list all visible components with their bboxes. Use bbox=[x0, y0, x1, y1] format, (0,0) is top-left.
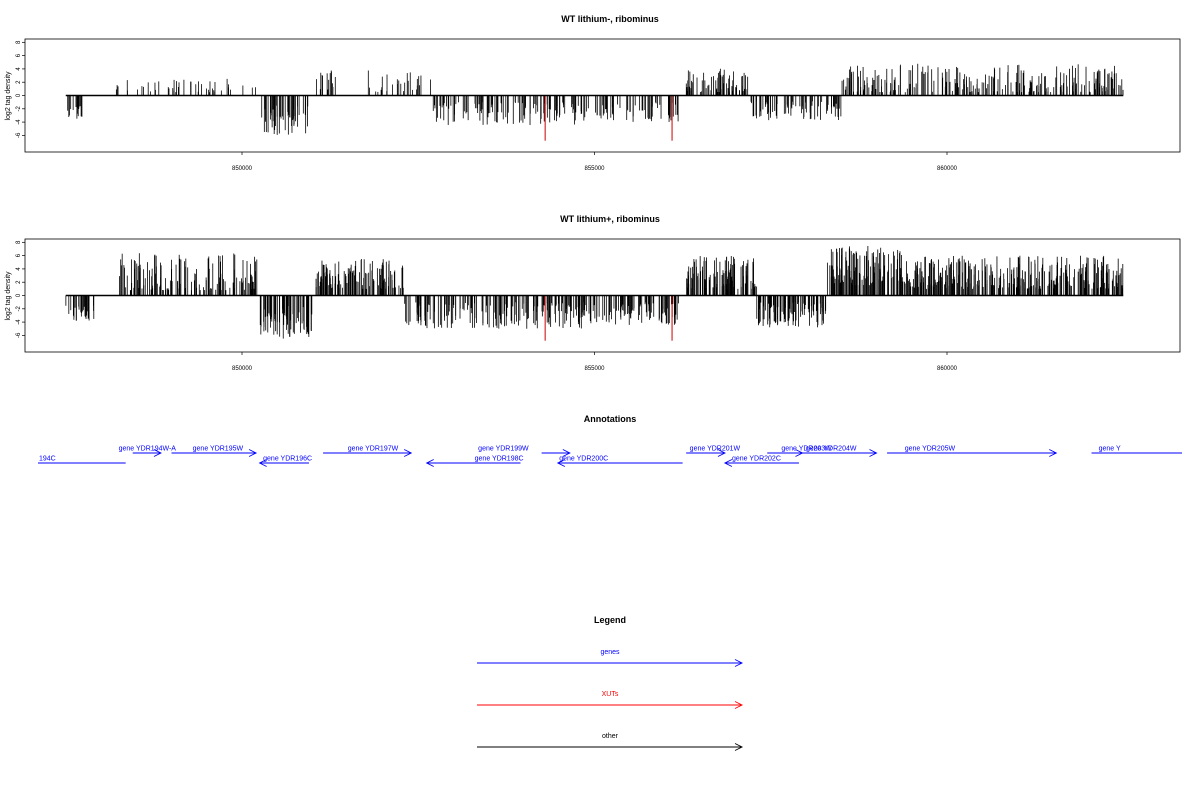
gene-label: gene YDR196C bbox=[263, 456, 312, 463]
track-title: WT lithium-, ribominus bbox=[561, 14, 659, 24]
gene-annotation: gene YDR195W bbox=[171, 446, 258, 457]
y-tick-label: 6 bbox=[16, 53, 22, 57]
gene-label: 194C bbox=[39, 456, 56, 463]
legend-arrowhead bbox=[734, 743, 744, 751]
track-title: WT lithium+, ribominus bbox=[560, 214, 660, 224]
gene-annotation: 194C bbox=[38, 456, 126, 464]
density-bars bbox=[67, 63, 1124, 135]
gene-annotation: gene YDR196C bbox=[258, 456, 312, 467]
y-tick-label: 2 bbox=[16, 80, 22, 84]
gene-arrowhead bbox=[717, 449, 726, 457]
legend-item-genes: genes bbox=[477, 649, 744, 667]
legend-item-XUTs: XUTs bbox=[477, 691, 744, 709]
gene-label: gene YDR195W bbox=[193, 446, 244, 453]
y-tick-label: 4 bbox=[16, 67, 22, 71]
x-tick-label: 860000 bbox=[937, 366, 958, 372]
gene-annotation: gene YDR202C bbox=[723, 456, 799, 467]
gene-label: gene YDR197W bbox=[348, 446, 399, 453]
legend-arrowhead bbox=[734, 659, 744, 667]
gene-label: gene YDR201W bbox=[690, 446, 741, 453]
y-tick-label: 8 bbox=[16, 240, 22, 244]
annotations-track: Annotations 194C gene YDR194W-A gene YDR19… bbox=[38, 414, 1182, 467]
gene-arrowhead bbox=[403, 449, 413, 457]
gene-annotation: gene YDR198C bbox=[425, 456, 524, 467]
gene-arrowhead bbox=[153, 449, 162, 457]
legend-label: XUTs bbox=[602, 691, 619, 698]
y-tick-label: -4 bbox=[16, 319, 22, 325]
y-tick-label: 0 bbox=[16, 293, 22, 297]
y-tick-label: 0 bbox=[16, 93, 22, 97]
track-panel-lithium-minus: WT lithium-, ribominus log2 tag density … bbox=[5, 14, 1181, 172]
gene-annotation: gene YDR199W bbox=[478, 446, 571, 457]
gene-label: gene YDR199W bbox=[478, 446, 529, 453]
gene-annotation: gene YDR204W bbox=[802, 446, 878, 457]
y-tick-label: 2 bbox=[16, 280, 22, 284]
gene-annotation: gene YDR201W bbox=[686, 446, 741, 457]
gene-arrowhead bbox=[248, 449, 258, 457]
gene-label: gene YDR203W bbox=[781, 446, 832, 453]
x-tick-label: 855000 bbox=[584, 166, 605, 172]
y-tick-label: -6 bbox=[16, 132, 22, 138]
gene-arrowhead bbox=[1049, 449, 1058, 457]
legend-label: genes bbox=[600, 649, 620, 656]
legend-arrowhead bbox=[734, 701, 744, 709]
y-axis-label: log2 tag density bbox=[5, 71, 12, 121]
gene-label: gene YDR204W bbox=[806, 446, 857, 453]
y-tick-label: 6 bbox=[16, 253, 22, 257]
legend: Legend genes XUTs other bbox=[477, 615, 744, 751]
gene-label: gene Y bbox=[1099, 446, 1121, 453]
x-tick-label: 850000 bbox=[232, 166, 253, 172]
gene-label: gene YDR194W-A bbox=[119, 446, 177, 453]
x-tick-label: 860000 bbox=[937, 166, 958, 172]
track-panel-lithium-plus: WT lithium+, ribominus log2 tag density … bbox=[5, 214, 1181, 372]
gene-label: gene YDR202C bbox=[732, 456, 781, 463]
legend-label: other bbox=[602, 733, 619, 740]
gene-label: gene YDR198C bbox=[475, 456, 524, 463]
gene-label: gene YDR205W bbox=[905, 446, 956, 453]
density-bars bbox=[65, 246, 1124, 339]
gene-arrowhead bbox=[556, 459, 566, 467]
y-tick-label: 8 bbox=[16, 40, 22, 44]
legend-title: Legend bbox=[594, 615, 626, 625]
gene-annotation: gene YDR197W bbox=[323, 446, 413, 457]
gene-annotation: gene Y bbox=[1091, 446, 1182, 454]
gene-annotation: gene YDR200C bbox=[556, 456, 683, 467]
gene-arrowhead bbox=[562, 449, 571, 457]
legend-item-other: other bbox=[477, 733, 744, 751]
y-tick-label: -6 bbox=[16, 332, 22, 338]
y-tick-label: -2 bbox=[16, 105, 22, 111]
gene-arrowhead bbox=[425, 459, 434, 467]
y-tick-label: -2 bbox=[16, 305, 22, 311]
annotations-title: Annotations bbox=[584, 414, 637, 424]
gene-arrowhead bbox=[258, 459, 267, 467]
gene-label: gene YDR200C bbox=[559, 456, 608, 463]
x-tick-label: 850000 bbox=[232, 366, 253, 372]
gene-arrowhead bbox=[869, 449, 878, 457]
gene-annotation: gene YDR194W-A bbox=[119, 446, 177, 457]
gene-arrowhead bbox=[723, 459, 733, 467]
x-tick-label: 855000 bbox=[584, 366, 605, 372]
gene-annotation: gene YDR205W bbox=[887, 446, 1058, 457]
y-axis-label: log2 tag density bbox=[5, 271, 12, 321]
y-tick-label: -4 bbox=[16, 119, 22, 125]
y-tick-label: 4 bbox=[16, 267, 22, 271]
